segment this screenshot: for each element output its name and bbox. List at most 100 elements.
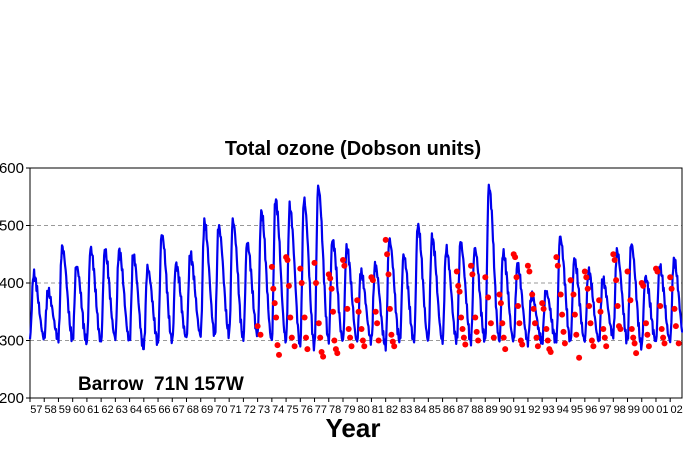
data-point (547, 349, 554, 355)
x-tick-label: 76 (301, 404, 313, 416)
data-point (557, 291, 564, 298)
data-point (374, 320, 381, 327)
data-point (472, 314, 479, 321)
x-tick-label: 62 (101, 404, 113, 416)
data-point (318, 349, 325, 355)
data-point (358, 326, 365, 332)
y-tick-label: 400 (0, 275, 24, 292)
data-point (553, 254, 560, 261)
data-point (539, 300, 546, 307)
data-point (341, 262, 348, 269)
data-point (533, 334, 540, 341)
data-point (644, 331, 651, 338)
data-point (584, 285, 591, 292)
data-point (601, 334, 608, 341)
data-point (570, 291, 577, 298)
x-tick-label: 93 (542, 404, 554, 416)
data-point (590, 343, 597, 350)
data-point (456, 288, 463, 295)
data-point (561, 340, 568, 347)
data-point (354, 297, 361, 304)
x-tick-label: 63 (116, 404, 128, 416)
data-point (581, 268, 588, 275)
data-point (328, 285, 335, 292)
x-tick-label: 81 (372, 404, 384, 416)
data-point (355, 308, 362, 315)
data-point (660, 334, 667, 341)
data-point (631, 340, 638, 347)
data-point (487, 320, 494, 327)
data-point (485, 294, 492, 301)
x-tick-label: 83 (400, 404, 412, 416)
data-point (614, 303, 621, 309)
data-point (468, 262, 474, 269)
data-point (645, 343, 652, 350)
x-tick-label: 92 (528, 404, 540, 416)
y-tick-label: 600 (0, 160, 24, 177)
data-point (617, 326, 624, 332)
data-point (382, 236, 389, 243)
data-point (268, 263, 275, 270)
data-point (560, 328, 567, 335)
data-point (675, 340, 682, 347)
data-point (516, 320, 523, 327)
data-point (628, 326, 635, 332)
data-point (460, 334, 467, 341)
data-point (482, 274, 489, 281)
data-point (276, 351, 282, 358)
data-point (297, 265, 304, 272)
x-tick-label: 70 (215, 404, 227, 416)
data-point (571, 311, 578, 318)
data-point (540, 305, 547, 312)
data-point (274, 342, 281, 349)
data-point (458, 314, 465, 321)
data-point (453, 268, 460, 275)
data-point (583, 274, 590, 281)
ozone-series-line (28, 183, 683, 352)
data-point (469, 271, 476, 278)
data-point (671, 305, 678, 312)
x-tick-label: 75 (286, 404, 298, 416)
data-point (389, 338, 396, 345)
x-tick-label: 77 (315, 404, 327, 416)
data-point (320, 353, 327, 360)
x-tick-label: 71 (229, 404, 241, 416)
data-point (530, 305, 537, 312)
x-tick-label: 73 (258, 404, 270, 416)
x-tick-label: 82 (386, 404, 398, 416)
data-point (672, 323, 679, 330)
x-tick-label: 99 (628, 404, 640, 416)
data-point (304, 346, 311, 353)
data-point (502, 346, 509, 353)
data-point (315, 320, 322, 327)
data-point (567, 277, 574, 284)
data-point (313, 280, 319, 286)
data-point (532, 320, 538, 327)
data-point (668, 285, 675, 292)
x-axis-label: Year (326, 413, 381, 443)
data-point (658, 326, 665, 332)
data-point (375, 337, 382, 344)
x-tick-label: 96 (585, 404, 597, 416)
y-tick-label: 500 (0, 218, 24, 235)
data-point (600, 326, 607, 332)
data-point (611, 257, 618, 263)
x-tick-label: 89 (486, 404, 498, 416)
data-point (544, 337, 551, 344)
x-tick-label: 00 (642, 404, 654, 416)
data-point (303, 334, 309, 341)
series-line-group (28, 183, 683, 352)
data-point (330, 308, 336, 315)
x-tick-label: 95 (571, 404, 583, 416)
data-point (273, 314, 280, 321)
data-point (640, 282, 647, 289)
data-point (359, 337, 366, 344)
data-point (257, 331, 264, 338)
data-point (526, 268, 533, 275)
data-point (559, 311, 566, 318)
data-point (543, 326, 550, 332)
x-tick-label: 69 (201, 404, 213, 416)
y-axis-ticks: 200 300 400 500 600 (0, 160, 30, 407)
x-tick-label: 57 (30, 404, 42, 416)
